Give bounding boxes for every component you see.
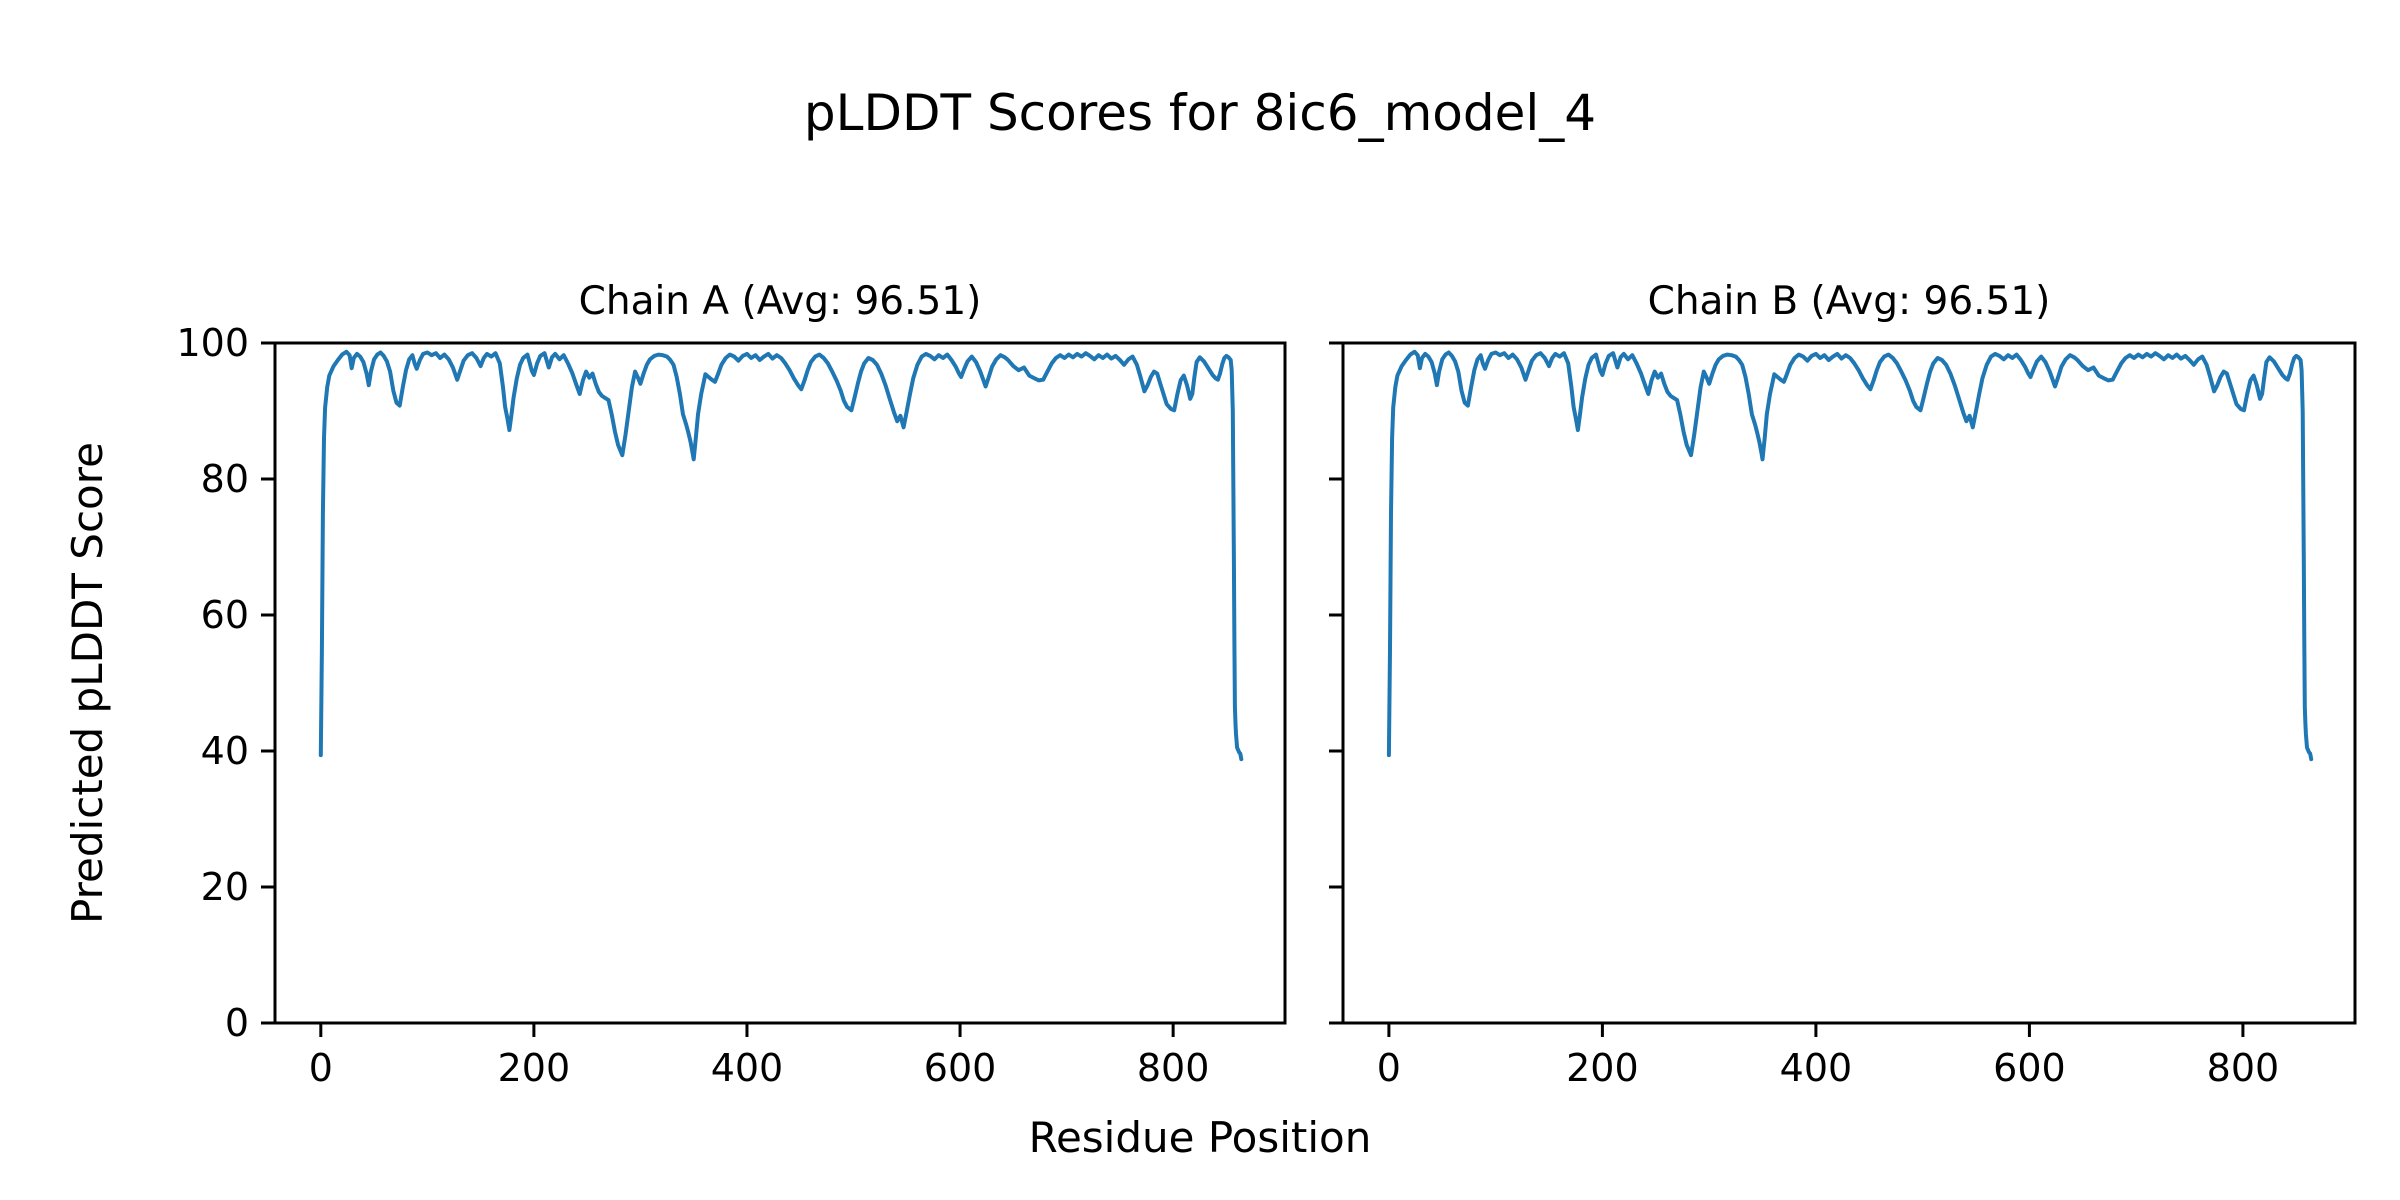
y-tick-label: 40 [201,729,249,773]
x-axis-label: Residue Position [1029,1113,1372,1162]
axes-spines [273,341,1287,1025]
x-tick-label: 0 [1377,1046,1401,1090]
axes-spines [1341,341,2357,1025]
subplot-title-chain-a: Chain A (Avg: 96.51) [579,279,982,324]
plddt-line [318,349,1244,762]
x-tick-label: 800 [1137,1046,1210,1090]
x-tick-label: 400 [711,1046,784,1090]
x-tick-label: 600 [924,1046,997,1090]
x-tick-label: 0 [309,1046,333,1090]
y-tick-label: 20 [201,865,249,909]
x-tick-label: 200 [1566,1046,1639,1090]
x-tick-label: 800 [2207,1046,2280,1090]
x-tick-label: 200 [498,1046,571,1090]
x-tick-label: 400 [1780,1046,1853,1090]
subplot-title-chain-b: Chain B (Avg: 96.51) [1648,279,2051,324]
y-tick-label: 100 [176,321,249,365]
y-axis-label: Predicted pLDDT Score [63,442,112,924]
y-tick-label: 60 [201,593,249,637]
figure-suptitle: pLDDT Scores for 8ic6_model_4 [804,84,1596,142]
y-tick-label: 0 [225,1001,249,1045]
subplot-chain-a: 0 200 400 600 800 0 20 40 60 80 100 [176,321,1287,1090]
x-tick-label: 600 [1993,1046,2066,1090]
subplot-chain-b: 0 200 400 600 800 [1329,341,2357,1090]
plddt-line [1386,349,2314,762]
y-tick-label: 80 [201,457,249,501]
